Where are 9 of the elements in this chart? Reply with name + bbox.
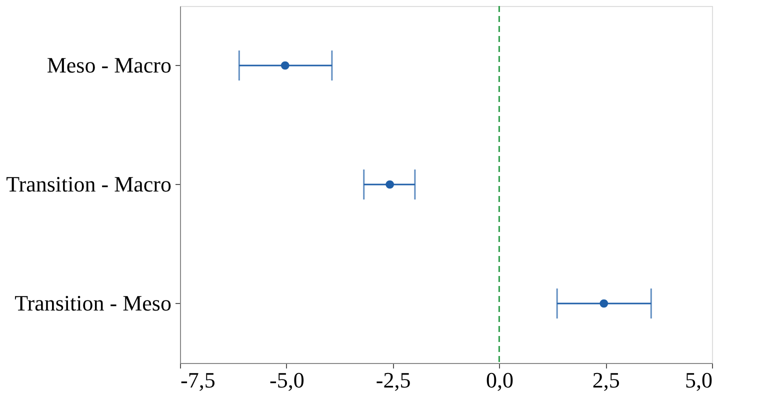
x-tick-label: -7,5 <box>180 368 216 392</box>
y-tick-label: Transition - Macro <box>6 172 172 196</box>
x-tick-label: 2,5 <box>592 368 620 392</box>
y-tick-label: Transition - Meso <box>14 290 172 316</box>
x-tick-label: -5,0 <box>269 368 304 392</box>
x-tick-label: 5,0 <box>685 368 712 392</box>
x-tick-label: 0,0 <box>486 368 514 392</box>
y-tick-label: Meso - Macro <box>46 52 172 78</box>
x-tick-label: -2,5 <box>376 368 411 392</box>
